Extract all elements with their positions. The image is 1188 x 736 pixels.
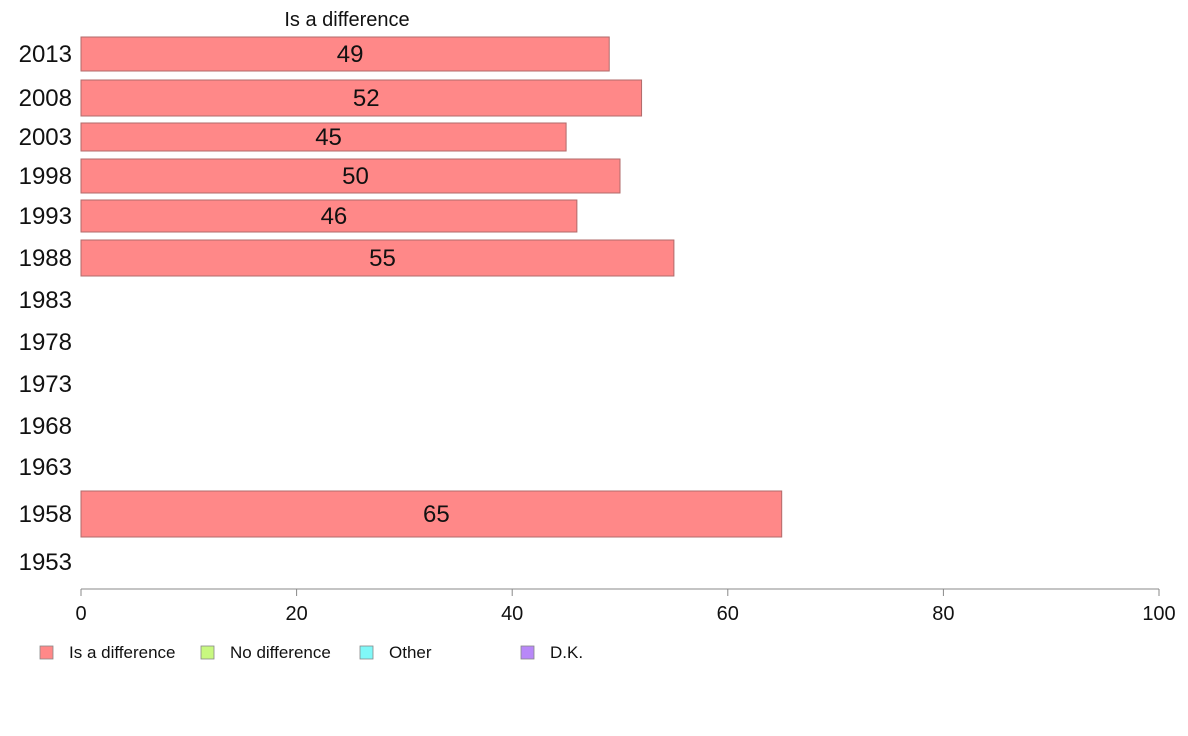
year-label-1973: 1973 [19, 371, 72, 398]
year-label-1968: 1968 [19, 413, 72, 440]
x-tick-label-60: 60 [717, 603, 739, 625]
bar-1998 [80, 158, 621, 194]
x-tick-label-0: 0 [75, 603, 86, 625]
legend-label-3: D.K. [550, 643, 583, 662]
bar-value-label-2003: 45 [315, 124, 342, 151]
bar-1993 [80, 199, 578, 233]
x-tick-label-20: 20 [285, 603, 307, 625]
legend-label-2: Other [389, 643, 432, 662]
year-label-1998: 1998 [19, 163, 72, 190]
bar-2013 [80, 36, 610, 72]
legend-swatch-2 [359, 645, 374, 660]
bar-1958 [80, 490, 783, 538]
x-tick-label-100: 100 [1142, 603, 1175, 625]
legend-swatch-0 [39, 645, 54, 660]
legend-swatch-3 [520, 645, 535, 660]
legend-swatch-1 [200, 645, 215, 660]
year-label-2003: 2003 [19, 124, 72, 151]
year-label-1988: 1988 [19, 245, 72, 272]
legend-label-1: No difference [230, 643, 331, 662]
year-labels: 2013 2008 2003 1998 1993 1988 1983 1978 1973 1968… [19, 41, 72, 576]
bar-value-label-2008: 52 [353, 85, 380, 112]
bar-value-label-2013: 49 [337, 41, 364, 68]
chart-title: Is a difference [284, 9, 409, 31]
x-tick-label-40: 40 [501, 603, 523, 625]
bar-value-label-1958: 65 [423, 501, 450, 528]
year-label-1978: 1978 [19, 329, 72, 356]
year-label-1963: 1963 [19, 454, 72, 481]
bar-1988 [80, 239, 675, 277]
x-axis: 0 20 40 60 80 100 [75, 588, 1176, 625]
bar-value-label-1993: 46 [321, 203, 348, 230]
bar-2003 [80, 122, 567, 152]
legend-label-0: Is a difference [69, 643, 175, 662]
year-label-1958: 1958 [19, 501, 72, 528]
year-label-1993: 1993 [19, 203, 72, 230]
legend: Is a difference No difference Other D.K. [39, 643, 583, 662]
bar-value-label-1988: 55 [369, 245, 396, 272]
year-label-1953: 1953 [19, 549, 72, 576]
year-label-2013: 2013 [19, 41, 72, 68]
year-label-1983: 1983 [19, 287, 72, 314]
bar-2008 [80, 79, 643, 117]
bar-value-label-1998: 50 [342, 163, 369, 190]
year-label-2008: 2008 [19, 85, 72, 112]
x-tick-label-80: 80 [932, 603, 954, 625]
